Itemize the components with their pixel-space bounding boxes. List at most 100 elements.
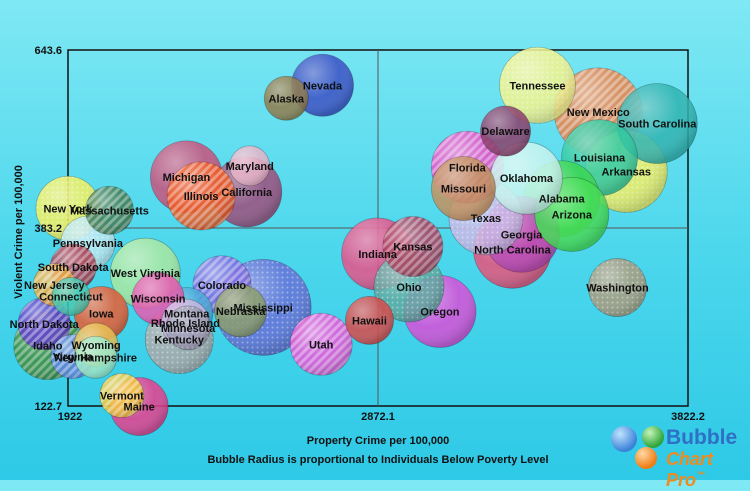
label-new-jersey: New Jersey [24,280,85,292]
brand-name-line2: Chart Pro™ [666,449,750,491]
label-massachusetts: Massachusetts [70,205,149,217]
bubble-shine-utah [290,313,353,376]
label-west-virginia: West Virginia [111,268,181,280]
label-tennessee: Tennessee [509,80,565,92]
x-tick-min: 1922 [58,411,82,423]
bubble-layer [13,46,698,436]
label-illinois: Illinois [184,191,219,203]
label-missouri: Missouri [441,183,486,195]
bubble-shine-missouri [431,156,496,221]
bubble-hawaii [345,295,394,345]
bubble-maryland [229,145,271,187]
label-wisconsin: Wisconsin [131,293,186,305]
bubble-shine-washington [588,258,647,317]
label-washington: Washington [586,283,649,295]
brand-trademark: ™ [696,470,706,480]
bubble-shine-south-carolina [617,83,698,164]
label-virginia: Virginia [53,352,94,364]
bubble-shine-vermont [99,373,144,418]
bubble-shine-oklahoma [490,142,563,215]
brand-logo-blue-ball [611,426,637,452]
x-tick-max: 3822.2 [671,411,705,423]
label-ohio: Ohio [396,282,421,294]
label-texas: Texas [471,213,501,225]
bubble-shine-massachusetts [85,186,134,235]
label-oregon: Oregon [420,306,459,318]
label-idaho: Idaho [33,341,63,353]
bubble-shine-connecticut [51,277,90,316]
label-hawaii: Hawaii [352,315,387,327]
label-maryland: Maryland [226,161,274,173]
label-georgia: Georgia [501,229,543,241]
bubble-connecticut [51,277,91,316]
bubble-utah [289,312,353,376]
label-pennsylvania: Pennsylvania [53,238,124,250]
label-north-dakota: North Dakota [10,319,80,331]
bubble-shine-hawaii [345,296,394,345]
bubble-chart: Tennessee Nevada Alaska New Mexico South Car… [10,45,738,490]
y-axis-title: Violent Crime per 100,000 [13,165,25,299]
chart-caption: Bubble Radius is proportional to Individ… [207,454,548,466]
bubble-north-dakota [17,297,71,351]
y-tick-min: 122.7 [34,401,62,413]
label-michigan: Michigan [163,172,211,184]
label-arkansas: Arkansas [601,166,651,178]
bubble-shine-kansas [382,216,443,277]
label-alabama: Alabama [539,194,586,206]
label-kansas: Kansas [393,242,432,254]
y-tick-mid: 383.2 [34,223,62,235]
label-new-hampshire: New Hampshire [54,352,137,364]
label-colorado: Colorado [198,280,247,292]
y-tick-max: 643.6 [34,45,62,57]
label-south-carolina: South Carolina [618,119,697,131]
brand-logo-green-ball [642,426,664,448]
label-arizona: Arizona [552,209,593,221]
bubble-washington [588,258,647,317]
label-mississippi: Mississippi [233,302,292,314]
x-tick-mid: 2872.1 [361,411,395,423]
label-kentucky: Kentucky [154,335,204,347]
label-connecticut: Connecticut [39,291,103,303]
label-california: California [221,187,273,199]
bubble-kansas [382,216,444,277]
label-vermont: Vermont [100,391,144,403]
label-north-carolina: North Carolina [474,244,551,256]
bubble-nebraska [214,284,268,338]
label-nebraska: Nebraska [216,306,266,318]
label-montana: Montana [164,309,210,321]
label-maine: Maine [124,401,155,413]
label-indiana: Indiana [358,249,397,261]
bubble-delaware [480,105,531,157]
bubble-shine-minnesota [166,305,211,350]
label-oklahoma: Oklahoma [500,173,554,185]
brand-name-line2-text: Chart Pro [666,449,714,490]
label-louisiana: Louisiana [574,153,626,165]
label-delaware: Delaware [481,126,529,138]
label-alaska: Alaska [269,93,305,105]
label-utah: Utah [309,339,334,351]
bubble-alaska [263,75,309,121]
bubble-illinois [166,161,236,231]
label-south-dakota: South Dakota [38,262,110,274]
bubble-tennessee [499,46,576,124]
bubble-oklahoma [490,141,563,215]
brand-logo-orange-ball [635,447,657,469]
bubble-shine-maryland [229,145,270,186]
label-iowa: Iowa [89,309,114,321]
bubble-shine-delaware [480,106,531,157]
bubble-massachusetts [85,185,134,235]
bubble-shine-illinois [167,161,236,230]
bubble-new-hampshire [74,335,118,379]
bubble-vermont [99,373,145,418]
label-rhode-island: Rhode Island [151,318,220,330]
bubble-south-carolina [616,83,698,164]
brand-name-line1: Bubble [666,426,738,449]
x-axis-title: Property Crime per 100,000 [307,435,449,447]
label-nevada: Nevada [303,80,343,92]
label-new-mexico: New Mexico [567,107,630,119]
label-florida: Florida [449,162,487,174]
bubble-shine-tennessee [499,47,576,124]
label-new-york: New York [43,203,93,215]
